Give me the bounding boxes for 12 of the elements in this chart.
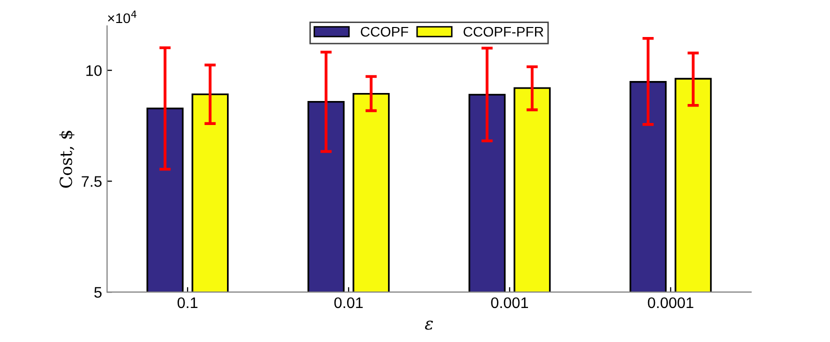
x-axis-title: ε (425, 320, 433, 330)
y-axis-title: Cost, $ (59, 130, 74, 188)
legend-label: CCOPF (360, 26, 408, 37)
x-tick-label: 0.001 (491, 297, 528, 308)
text: ×10$^{4}$ (108, 10, 136, 24)
x-tick-label: 0.0001 (648, 297, 694, 308)
legend-label: CCOPF-PFR (464, 26, 544, 37)
x-tick-label: 0.01 (334, 297, 363, 308)
y-tick-label: 10 (86, 65, 102, 76)
y-tick-label: 5 (94, 287, 102, 298)
x-tick-label: 0.1 (178, 297, 198, 308)
y-tick-label: 7.5 (82, 176, 102, 187)
